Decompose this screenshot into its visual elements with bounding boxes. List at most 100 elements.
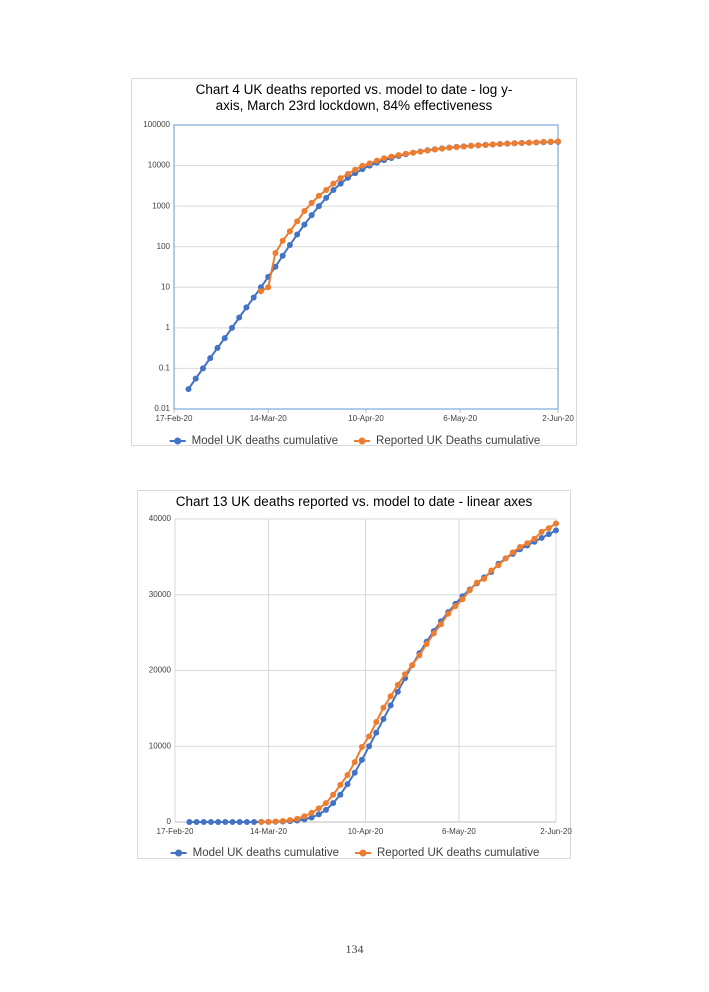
data-point: [466, 587, 473, 594]
data-point: [279, 817, 286, 824]
data-point: [308, 809, 315, 816]
data-point: [330, 186, 337, 193]
series-line: [187, 140, 559, 390]
data-point: [359, 162, 366, 169]
data-point: [322, 806, 329, 813]
data-point: [533, 139, 540, 146]
data-point: [301, 813, 308, 820]
data-point: [308, 199, 315, 206]
chart-box: 0.01 0.1 1 10 100 1000 10000 100000 17-Feb-20 14-…: [131, 78, 577, 447]
data-point: [394, 681, 401, 688]
chart-box: 0 10000 20000 30000 40000 17-Feb-20 14-Mar-20 1…: [137, 490, 572, 859]
data-point: [251, 818, 258, 825]
data-point: [215, 818, 222, 825]
data-point: [509, 549, 516, 556]
data-point: [453, 144, 460, 151]
data-point: [236, 818, 243, 825]
data-point: [344, 772, 351, 779]
data-point: [323, 194, 330, 201]
x-tick-label: 6-May-20: [442, 827, 476, 836]
legend-marker: [175, 849, 183, 857]
x-tick-label: 2-Jun-20: [540, 827, 572, 836]
data-point: [315, 805, 322, 812]
data-point: [545, 525, 552, 532]
data-point: [358, 744, 365, 751]
data-point: [555, 138, 561, 145]
y-tick-label: 10000: [149, 741, 172, 750]
data-point: [366, 743, 373, 750]
data-point: [330, 791, 337, 798]
data-point: [482, 142, 489, 149]
data-point: [308, 814, 315, 821]
data-point: [518, 139, 525, 146]
data-point: [265, 284, 272, 291]
data-point: [265, 818, 272, 825]
y-tick-label: 10000: [148, 161, 171, 170]
data-point: [294, 218, 301, 225]
data-point: [330, 180, 337, 187]
data-point: [250, 294, 257, 301]
y-tick-label: 30000: [149, 590, 172, 599]
data-point: [524, 540, 531, 547]
data-point: [272, 249, 279, 256]
y-tick-label: 100000: [143, 120, 170, 129]
legend-label: Reported UK deaths cumulative: [377, 847, 539, 859]
data-point: [366, 160, 373, 167]
data-point: [214, 344, 221, 351]
data-point: [351, 769, 358, 776]
data-point: [228, 324, 235, 331]
data-point: [511, 140, 518, 147]
data-point: [468, 142, 475, 149]
data-point: [287, 817, 294, 824]
data-point: [387, 693, 394, 700]
data-point: [279, 252, 286, 259]
data-point: [337, 175, 344, 182]
y-tick-label: 1: [166, 323, 171, 332]
legend-label: Model UK deaths cumulative: [193, 847, 339, 859]
data-point: [380, 704, 387, 711]
data-point: [452, 603, 459, 610]
data-point: [330, 800, 337, 807]
data-point: [207, 818, 214, 825]
data-point: [315, 192, 322, 199]
data-point: [437, 621, 444, 628]
data-point: [417, 148, 424, 155]
data-point: [337, 781, 344, 788]
legend-label: Model UK deaths cumulative: [192, 435, 338, 447]
data-point: [308, 212, 315, 219]
data-point: [286, 228, 293, 235]
data-point: [459, 596, 466, 603]
x-tick-label: 2-Jun-20: [542, 414, 574, 423]
data-point: [344, 170, 351, 177]
data-point: [373, 157, 380, 164]
data-point: [540, 138, 547, 145]
data-point: [192, 375, 199, 382]
x-tick-label: 17-Feb-20: [157, 827, 194, 836]
data-point: [517, 544, 524, 551]
data-point: [207, 355, 214, 362]
data-point: [445, 610, 452, 617]
chart-title: Chart 4 UK deaths reported vs. model to …: [195, 82, 513, 113]
chart: 0 10000 20000 30000 40000 17-Feb-20 14-Mar-20 1…: [149, 514, 572, 859]
data-point: [352, 166, 359, 173]
data-point: [337, 180, 344, 187]
y-tick-label: 100: [157, 242, 171, 251]
data-point: [416, 652, 423, 659]
data-point: [222, 818, 229, 825]
data-point: [409, 662, 416, 669]
data-point: [199, 365, 206, 372]
data-point: [395, 152, 402, 159]
data-point: [495, 562, 502, 569]
data-point: [185, 386, 192, 393]
data-point: [221, 335, 228, 342]
data-point: [193, 818, 200, 825]
chart-title: Chart 13 UK deaths reported vs. model to…: [175, 494, 533, 509]
data-point: [553, 527, 559, 534]
data-point: [430, 630, 437, 637]
data-point: [394, 688, 401, 695]
data-point: [322, 800, 329, 807]
data-point: [272, 818, 279, 825]
data-point: [547, 138, 554, 145]
data-point: [538, 528, 545, 535]
